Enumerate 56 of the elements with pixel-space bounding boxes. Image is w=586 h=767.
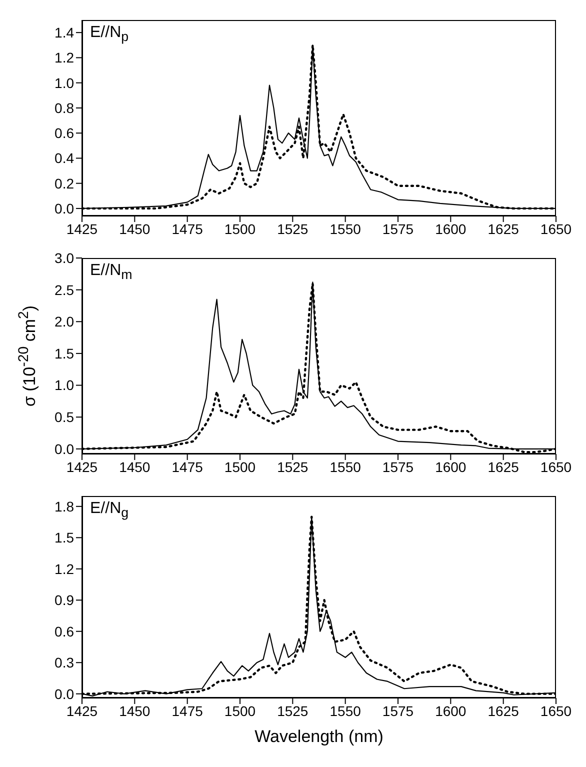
y-tick-label: 1.0 bbox=[54, 74, 74, 91]
y-tick-label: 2.0 bbox=[54, 314, 74, 330]
x-tick-label: 1475 bbox=[172, 220, 204, 237]
x-tick-label: 1600 bbox=[435, 458, 466, 475]
x-tick-label: 1425 bbox=[66, 220, 98, 237]
x-tick-label: 1650 bbox=[540, 458, 572, 475]
x-tick-label: 1450 bbox=[119, 220, 150, 237]
y-tick-label: 1.5 bbox=[54, 530, 74, 546]
x-tick-label: 1550 bbox=[330, 458, 362, 475]
x-tick-label: 1475 bbox=[172, 702, 204, 719]
x-tick-label: 1625 bbox=[488, 220, 520, 237]
x-tick-label: 1525 bbox=[277, 220, 308, 237]
x-tick-label: 1600 bbox=[435, 220, 466, 237]
x-tick-label: 1500 bbox=[224, 458, 256, 475]
x-tick-label: 1500 bbox=[224, 702, 256, 719]
y-tick-label: 0.5 bbox=[54, 409, 74, 426]
x-tick-label: 1575 bbox=[382, 458, 414, 475]
x-tick-label: 1525 bbox=[277, 458, 308, 475]
x-tick-label: 1550 bbox=[330, 220, 362, 237]
y-tick-label: 1.0 bbox=[54, 377, 74, 394]
y-tick-label: 1.2 bbox=[54, 50, 74, 66]
y-tick-label: 1.8 bbox=[54, 498, 74, 514]
x-tick-label: 1625 bbox=[488, 702, 520, 719]
x-tick-label: 1525 bbox=[277, 702, 308, 719]
y-tick-label: 0.9 bbox=[54, 592, 74, 608]
x-tick-label: 1550 bbox=[330, 702, 362, 719]
x-tick-label: 1450 bbox=[119, 458, 150, 475]
y-tick-label: 0.0 bbox=[54, 440, 74, 457]
y-tick-label: 0.4 bbox=[54, 150, 74, 166]
x-tick-label: 1425 bbox=[66, 458, 98, 475]
y-tick-label: 3.0 bbox=[54, 250, 74, 266]
y-tick-label: 0.6 bbox=[54, 623, 74, 640]
x-tick-label: 1650 bbox=[540, 220, 572, 237]
x-tick-label: 1625 bbox=[488, 458, 520, 475]
x-axis-title: Wavelength (nm) bbox=[254, 727, 384, 746]
y-tick-label: 0.8 bbox=[54, 100, 74, 116]
x-tick-label: 1600 bbox=[435, 702, 466, 719]
chart-title: E//N$_{g}$ bbox=[90, 500, 129, 520]
x-tick-label: 1475 bbox=[172, 458, 204, 475]
y-tick-label: 0.6 bbox=[54, 125, 74, 142]
x-tick-label: 1575 bbox=[382, 220, 414, 237]
x-tick-label: 1500 bbox=[224, 220, 256, 237]
y-tick-label: 0.0 bbox=[54, 200, 74, 216]
y-tick-label: 0.0 bbox=[54, 686, 74, 702]
y-tick-label: 1.4 bbox=[54, 24, 74, 41]
x-tick-label: 1450 bbox=[119, 702, 150, 719]
x-tick-label: 1575 bbox=[382, 702, 414, 719]
y-tick-label: 0.3 bbox=[54, 654, 74, 671]
chart-title: E//N$_{p}$ bbox=[90, 24, 129, 44]
y-tick-label: 2.5 bbox=[54, 282, 74, 298]
y-tick-label: 0.2 bbox=[54, 175, 74, 192]
y-tick-label: 1.5 bbox=[54, 345, 74, 362]
x-tick-label: 1650 bbox=[540, 702, 572, 719]
x-tick-label: 1425 bbox=[66, 702, 98, 719]
y-tick-label: 1.2 bbox=[54, 560, 74, 577]
chart-title: E//N$_{m}$ bbox=[90, 262, 132, 282]
